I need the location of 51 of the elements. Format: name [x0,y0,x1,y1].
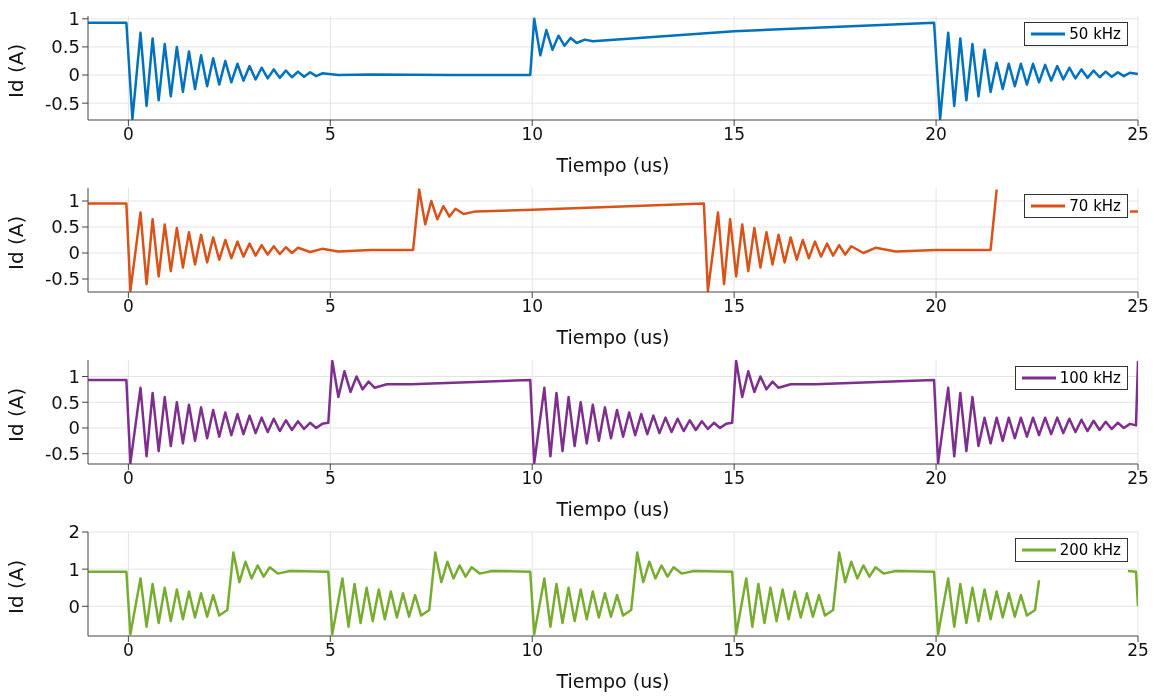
y-tick-label: 0.5 [51,216,80,238]
legend-label: 50 kHz [1069,25,1121,43]
x-tick-label: 10 [521,124,544,145]
x-tick-label: 20 [925,468,947,489]
x-tick-label: 0 [122,296,134,317]
x-tick-label: 0 [122,640,134,661]
y-tick-label: 0.5 [51,36,80,58]
x-tick-label: 25 [1127,296,1149,317]
legend-label: 100 kHz [1059,369,1121,387]
x-tick-label: 15 [723,296,745,317]
y-tick-label: 1 [68,190,80,212]
y-tick-label: 0 [68,595,80,617]
x-axis-title: Tiempo (us) [555,326,670,348]
x-tick-label: 0 [122,468,134,489]
y-axis-title: Id (A) [4,43,29,98]
x-tick-label: 20 [925,124,947,145]
y-tick-label: 1 [68,8,80,30]
y-tick-label: -0.5 [44,268,80,290]
x-tick-label: 20 [925,296,947,317]
x-tick-label: 5 [324,296,336,317]
x-tick-label: 20 [925,640,947,661]
y-axis-title: Id (A) [4,215,29,270]
y-axis-title: Id (A) [4,387,29,442]
y-tick-label: 1 [68,558,80,580]
y-tick-label: -0.5 [44,443,80,465]
x-tick-label: 5 [324,468,336,489]
y-tick-label: 0.5 [51,391,80,413]
x-tick-label: 25 [1127,124,1149,145]
x-tick-label: 5 [324,124,336,145]
y-tick-label: 2 [68,521,80,543]
y-tick-label: 0 [68,417,80,439]
x-tick-label: 5 [324,640,336,661]
x-tick-label: 10 [521,296,544,317]
x-tick-label: 10 [521,640,544,661]
x-axis-title: Tiempo (us) [555,498,670,520]
y-tick-label: 0 [68,242,80,264]
legend-label: 200 kHz [1059,541,1121,559]
x-axis-title: Tiempo (us) [555,154,670,176]
x-tick-label: 15 [723,468,745,489]
y-tick-label: 1 [68,365,80,387]
y-axis-title: Id (A) [4,559,29,614]
x-tick-label: 15 [723,640,745,661]
x-axis-title: Tiempo (us) [555,670,670,692]
legend-label: 70 kHz [1069,197,1121,215]
x-tick-label: 25 [1127,640,1149,661]
x-tick-label: 0 [122,124,134,145]
y-tick-label: -0.5 [44,92,80,114]
y-tick-label: 0 [68,64,80,86]
x-tick-label: 25 [1127,468,1149,489]
x-tick-label: 10 [521,468,544,489]
x-tick-label: 15 [723,124,745,145]
